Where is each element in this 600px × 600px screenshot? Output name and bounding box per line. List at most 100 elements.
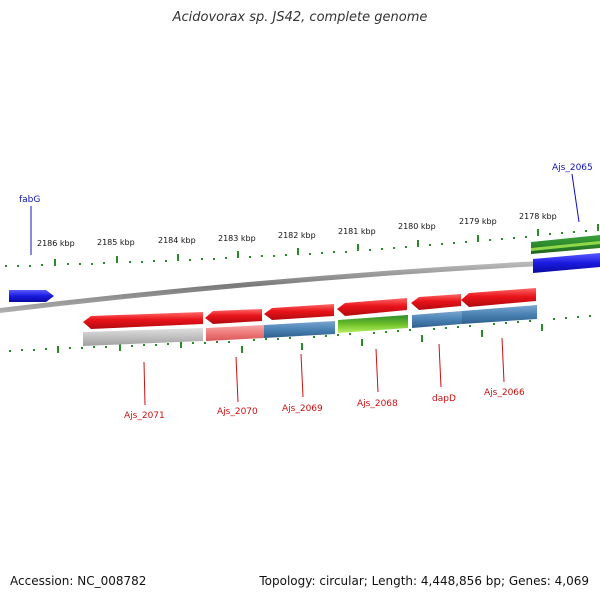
gene-fabG[interactable]: [9, 290, 54, 302]
leader-dapD: [438, 343, 442, 388]
gene-Ajs_2069[interactable]: [264, 304, 334, 320]
scale-major-tick: [180, 341, 182, 348]
scale-dot: [285, 254, 287, 256]
scale-label: 2179 kbp: [459, 217, 497, 226]
scale-dot: [9, 350, 11, 352]
label-Ajs_2066[interactable]: Ajs_2066: [484, 388, 525, 398]
gene-Ajs_2066[interactable]: [461, 288, 536, 307]
scale-dot: [165, 260, 167, 262]
cds-Ajs_2068[interactable]: [338, 315, 408, 333]
scale-dot: [192, 342, 194, 344]
scale-label: 2185 kbp: [97, 238, 135, 247]
scale-dot: [469, 325, 471, 327]
scale-dot: [213, 258, 215, 260]
scale-dot: [433, 328, 435, 330]
gene-Ajs_2070[interactable]: [205, 309, 262, 324]
scale-major-tick: [119, 344, 121, 351]
leader-Ajs_2068: [375, 348, 379, 393]
scale-dot: [429, 244, 431, 246]
cds-Ajs_2066[interactable]: [462, 305, 537, 324]
scale-dot: [573, 231, 575, 233]
scale-label: 2180 kbp: [398, 222, 436, 231]
scale-dot: [385, 331, 387, 333]
scale-major-tick: [297, 248, 299, 255]
leader-Ajs_2070: [235, 356, 239, 403]
scale-dot: [457, 326, 459, 328]
scale-dot: [325, 335, 327, 337]
scale-label: 2186 kbp: [37, 239, 75, 248]
scale-dot: [129, 261, 131, 263]
scale-label: 2178 kbp: [519, 212, 557, 221]
scale-dot: [131, 345, 133, 347]
scale-dot: [69, 347, 71, 349]
scale-major-tick: [417, 240, 419, 247]
scale-dot: [79, 263, 81, 265]
scale-dot: [405, 246, 407, 248]
scale-dot: [345, 251, 347, 253]
scale-dot: [41, 264, 43, 266]
label-Ajs_2071[interactable]: Ajs_2071: [124, 411, 165, 421]
scale-dot: [337, 334, 339, 336]
scale-dot: [517, 321, 519, 323]
scale-dot: [445, 327, 447, 329]
scale-dot: [553, 318, 555, 320]
scale-major-tick: [116, 256, 118, 263]
scale-dot: [204, 342, 206, 344]
leader-Ajs_2065: [571, 173, 580, 223]
scale-major-tick: [177, 254, 179, 261]
cds-Ajs_2071[interactable]: [83, 328, 203, 346]
scale-dot: [565, 317, 567, 319]
gene-Ajs_2071[interactable]: [83, 312, 203, 329]
label-Ajs_2065[interactable]: Ajs_2065: [552, 163, 593, 173]
scale-dot: [91, 263, 93, 265]
genome-summary-text: Topology: circular; Length: 4,448,856 bp…: [259, 574, 589, 588]
cds-dapD[interactable]: [412, 311, 462, 328]
map-title: Acidovorax sp. JS42, complete genome: [172, 10, 428, 25]
gene-Ajs_2065[interactable]: [533, 253, 600, 273]
scale-dot: [216, 341, 218, 343]
scale-label: 2181 kbp: [338, 227, 376, 236]
label-Ajs_2069[interactable]: Ajs_2069: [282, 404, 323, 414]
scale-dot: [141, 261, 143, 263]
scale-dot: [273, 255, 275, 257]
cds-Ajs_2069[interactable]: [264, 321, 335, 338]
scale-dot: [265, 338, 267, 340]
scale-major-tick: [54, 259, 56, 266]
scale-major-tick: [57, 346, 59, 353]
scale-dot: [313, 336, 315, 338]
scale-dot: [105, 346, 107, 348]
label-Ajs_2068[interactable]: Ajs_2068: [357, 399, 398, 409]
scale-dot: [253, 339, 255, 341]
label-fabG[interactable]: fabG: [19, 195, 40, 205]
scale-dot: [561, 232, 563, 234]
scale-dot: [333, 251, 335, 253]
scale-major-tick: [597, 224, 599, 231]
label-Ajs_2070[interactable]: Ajs_2070: [217, 407, 258, 417]
scale-dot: [577, 316, 579, 318]
label-dapD[interactable]: dapD: [432, 394, 456, 404]
scale-dot: [5, 265, 7, 267]
scale-dot: [529, 320, 531, 322]
scale-label: 2182 kbp: [278, 231, 316, 240]
cds-Ajs_2065-green-light[interactable]: [531, 241, 600, 251]
scale-dot: [29, 265, 31, 267]
scale-dot: [489, 239, 491, 241]
scale-dot: [349, 333, 351, 335]
scale-dot: [153, 260, 155, 262]
scale-dot: [369, 249, 371, 251]
scale-major-tick: [481, 330, 483, 337]
gene-Ajs_2068[interactable]: [337, 298, 407, 316]
gene-dapD[interactable]: [411, 294, 461, 310]
scale-dot: [45, 348, 47, 350]
cds-Ajs_2070[interactable]: [206, 325, 264, 341]
scale-dot: [261, 255, 263, 257]
reverse-strand-cds: [83, 305, 537, 346]
scale-dot: [228, 341, 230, 343]
scale-dot: [501, 238, 503, 240]
gene-labels: fabG Ajs_2065 Ajs_2071 Ajs_2070 Ajs_2069…: [19, 163, 593, 421]
scale-dot: [373, 332, 375, 334]
scale-dot: [549, 233, 551, 235]
genome-backbone: [0, 258, 600, 313]
scale-dot: [167, 343, 169, 345]
